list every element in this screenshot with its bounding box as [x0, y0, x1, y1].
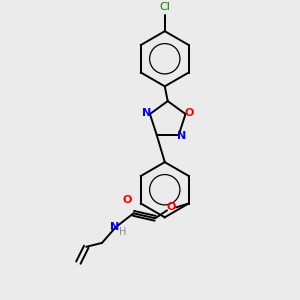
Text: O: O [166, 202, 176, 212]
Text: O: O [123, 195, 132, 205]
Text: N: N [142, 108, 152, 118]
Text: N: N [177, 131, 186, 141]
Text: N: N [110, 222, 119, 232]
Text: O: O [185, 108, 194, 118]
Text: Cl: Cl [159, 2, 170, 11]
Text: H: H [119, 227, 126, 237]
